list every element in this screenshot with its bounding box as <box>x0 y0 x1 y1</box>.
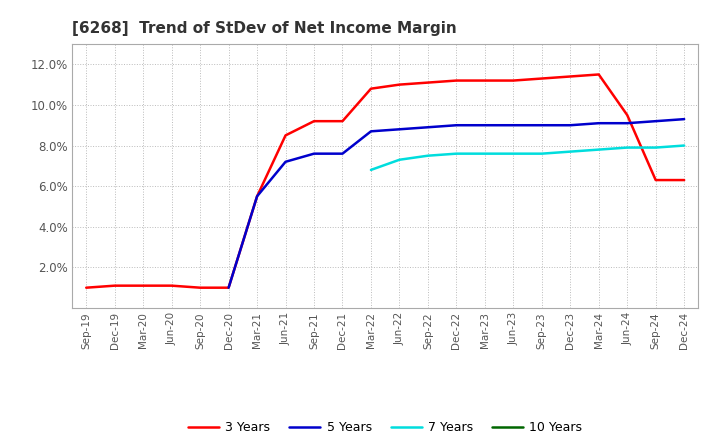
3 Years <box>225 285 233 290</box>
3 Years <box>282 133 290 138</box>
3 Years <box>110 283 119 288</box>
7 Years <box>395 157 404 162</box>
3 Years <box>480 78 489 83</box>
3 Years <box>253 194 261 199</box>
3 Years <box>310 118 318 124</box>
Line: 3 Years: 3 Years <box>86 74 684 288</box>
3 Years <box>509 78 518 83</box>
3 Years <box>167 283 176 288</box>
Text: [6268]  Trend of StDev of Net Income Margin: [6268] Trend of StDev of Net Income Marg… <box>72 21 456 36</box>
3 Years <box>338 118 347 124</box>
7 Years <box>480 151 489 156</box>
7 Years <box>537 151 546 156</box>
7 Years <box>623 145 631 150</box>
3 Years <box>652 177 660 183</box>
Line: 7 Years: 7 Years <box>371 146 684 170</box>
5 Years <box>595 121 603 126</box>
3 Years <box>196 285 204 290</box>
5 Years <box>310 151 318 156</box>
3 Years <box>623 113 631 118</box>
3 Years <box>395 82 404 87</box>
7 Years <box>680 143 688 148</box>
5 Years <box>423 125 432 130</box>
5 Years <box>452 123 461 128</box>
Line: 5 Years: 5 Years <box>229 119 684 288</box>
3 Years <box>566 74 575 79</box>
3 Years <box>139 283 148 288</box>
5 Years <box>225 285 233 290</box>
5 Years <box>253 194 261 199</box>
5 Years <box>680 117 688 122</box>
5 Years <box>338 151 347 156</box>
Legend: 3 Years, 5 Years, 7 Years, 10 Years: 3 Years, 5 Years, 7 Years, 10 Years <box>183 416 588 439</box>
3 Years <box>423 80 432 85</box>
3 Years <box>537 76 546 81</box>
5 Years <box>509 123 518 128</box>
5 Years <box>480 123 489 128</box>
3 Years <box>680 177 688 183</box>
3 Years <box>366 86 375 92</box>
7 Years <box>595 147 603 152</box>
5 Years <box>537 123 546 128</box>
5 Years <box>366 128 375 134</box>
3 Years <box>82 285 91 290</box>
5 Years <box>395 127 404 132</box>
5 Years <box>652 118 660 124</box>
3 Years <box>595 72 603 77</box>
3 Years <box>452 78 461 83</box>
7 Years <box>366 167 375 172</box>
7 Years <box>452 151 461 156</box>
7 Years <box>423 153 432 158</box>
5 Years <box>566 123 575 128</box>
5 Years <box>623 121 631 126</box>
7 Years <box>509 151 518 156</box>
7 Years <box>652 145 660 150</box>
5 Years <box>282 159 290 165</box>
7 Years <box>566 149 575 154</box>
